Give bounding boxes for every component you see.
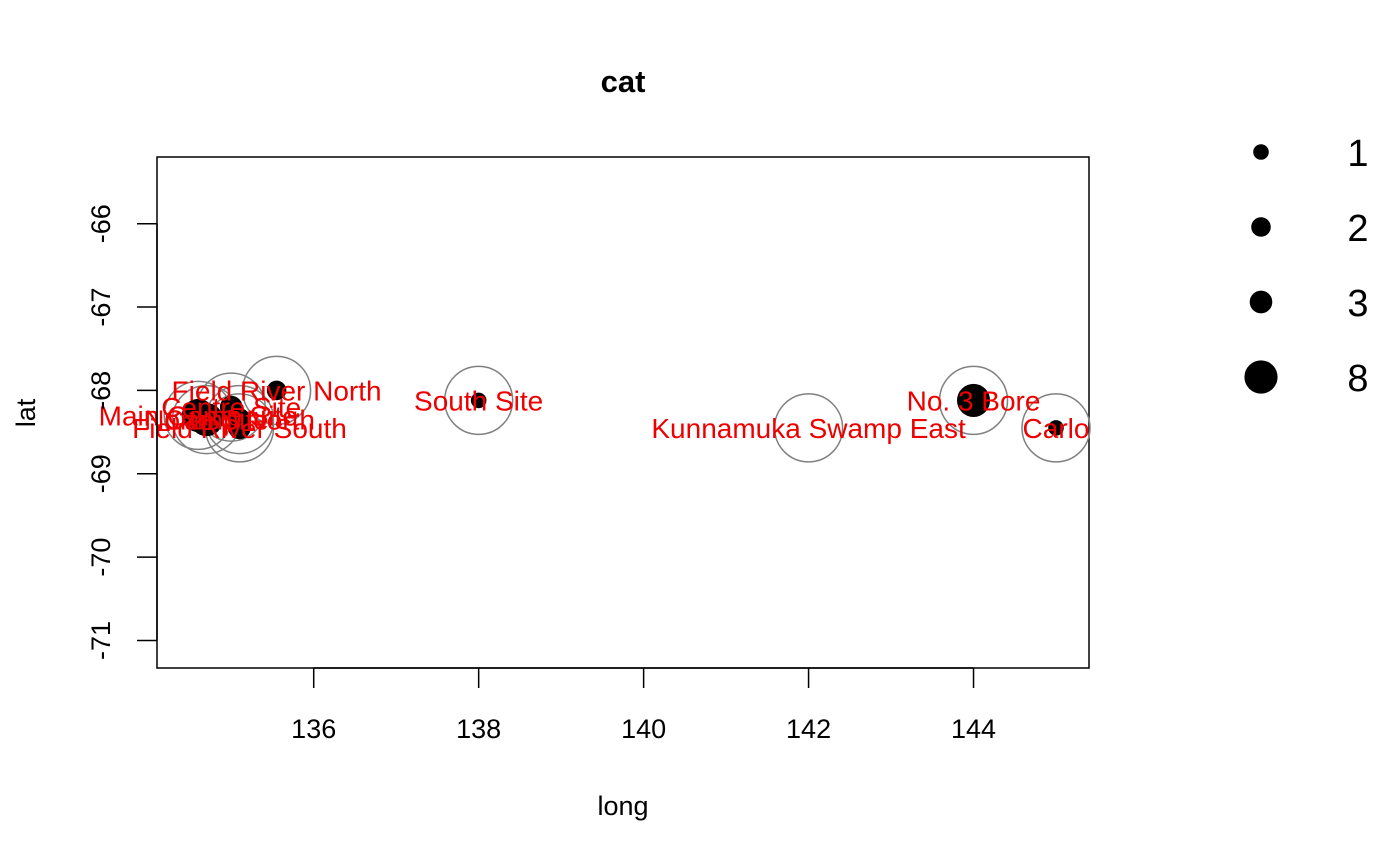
legend-symbol (1251, 217, 1271, 237)
data-point (956, 383, 991, 417)
chart-title: cat (601, 64, 646, 99)
data-point (470, 392, 487, 409)
site-label: Camp North (164, 405, 315, 436)
y-tick-label: -68 (86, 371, 116, 410)
x-tick-label: 142 (786, 714, 831, 744)
legend-label: 3 (1347, 283, 1368, 325)
legend-label: 2 (1347, 208, 1368, 250)
legend-symbol (1253, 144, 1269, 160)
x-tick-label: 138 (456, 714, 501, 744)
x-axis-label: long (597, 791, 648, 821)
y-tick-label: -66 (86, 204, 116, 243)
site-ring (241, 355, 312, 426)
y-axis: -66 -67 -68 -69 -70 -71 (86, 204, 158, 660)
data-point (228, 416, 251, 440)
legend-symbol (1249, 290, 1273, 314)
site-label: Main Camp Site (99, 400, 298, 431)
x-tick-label: 136 (291, 714, 336, 744)
site-ring (1021, 393, 1091, 463)
site-ring (773, 393, 844, 463)
legend-label: 1 (1347, 133, 1368, 175)
point-layer (181, 380, 1064, 440)
x-axis: 136 138 140 142 144 (291, 667, 996, 744)
legend-label: 8 (1347, 358, 1368, 400)
site-label: Kunnamuka Swamp East (651, 413, 966, 444)
x-tick-label: 144 (951, 714, 996, 744)
site-label: Field River South (132, 413, 347, 444)
site-label: Centre Site (161, 392, 301, 423)
site-ring (443, 365, 514, 436)
site-label: Carlo (1023, 413, 1090, 444)
site-label: North Site (144, 405, 269, 436)
data-point (1048, 420, 1064, 436)
legend-symbol (1244, 360, 1278, 394)
size-legend: 1 2 3 8 (1244, 133, 1369, 400)
y-tick-label: -70 (86, 538, 116, 577)
x-tick-label: 140 (621, 714, 666, 744)
data-point (266, 380, 287, 401)
data-point (189, 403, 224, 437)
y-tick-label: -67 (86, 288, 116, 327)
y-tick-label: -71 (86, 621, 116, 660)
y-axis-label: lat (11, 398, 41, 427)
site-label: Field River North (172, 375, 382, 406)
y-tick-label: -69 (86, 454, 116, 493)
site-label: South Site (414, 385, 543, 416)
site-label: No. 3 Bore (907, 385, 1041, 416)
site-ring (938, 365, 1009, 436)
